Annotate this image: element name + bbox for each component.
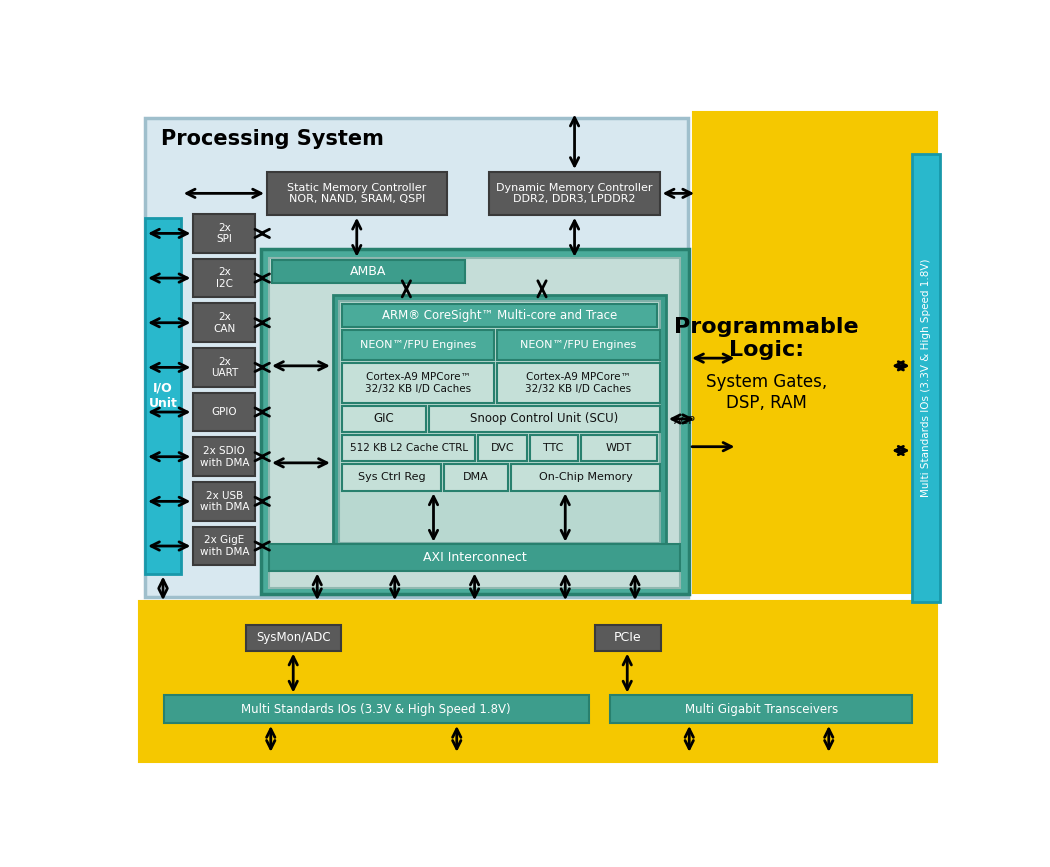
Bar [145,118,688,596]
Text: ARM® CoreSight™ Multi-core and Trace: ARM® CoreSight™ Multi-core and Trace [382,310,617,323]
Bar [261,249,689,594]
Bar [497,362,659,403]
Bar [529,435,578,461]
Bar [912,154,941,603]
Bar [246,624,340,651]
Bar [489,172,659,215]
Bar [479,435,526,461]
Bar [164,695,588,723]
Bar [428,406,659,432]
Bar [193,349,255,387]
Bar [269,544,680,570]
Bar [444,465,508,491]
Text: GPIO: GPIO [211,407,237,417]
Bar [193,214,255,252]
Text: 2x
CAN: 2x CAN [213,312,235,334]
Text: Multi Standards IOs (3.3V & High Speed 1.8V): Multi Standards IOs (3.3V & High Speed 1… [922,259,931,498]
Bar [610,695,912,723]
Bar [342,465,441,491]
Text: Programmable
Logic:: Programmable Logic: [674,317,859,361]
Text: Multi Standards IOs (3.3V & High Speed 1.8V): Multi Standards IOs (3.3V & High Speed 1… [242,703,511,716]
Bar [193,527,255,565]
Text: 2x
SPI: 2x SPI [216,223,232,244]
Text: PCIe: PCIe [613,631,642,644]
Text: GIC: GIC [374,413,395,426]
Bar [342,304,656,328]
Text: 2x
I2C: 2x I2C [215,267,233,289]
Text: AXI Interconnect: AXI Interconnect [423,551,526,564]
Bar [497,330,659,360]
Text: Multi Gigabit Transceivers: Multi Gigabit Transceivers [685,703,838,716]
Bar [342,330,494,360]
Bar [342,435,476,461]
Text: I/O
Unit: I/O Unit [149,381,177,410]
Text: Snoop Control Unit (SCU): Snoop Control Unit (SCU) [470,413,618,426]
Text: Cortex-A9 MPCore™
32/32 KB I/D Caches: Cortex-A9 MPCore™ 32/32 KB I/D Caches [365,372,471,394]
Text: NEON™/FPU Engines: NEON™/FPU Engines [360,340,476,350]
Text: Processing System: Processing System [161,128,383,148]
Bar [269,258,680,588]
Text: ACP: ACP [674,416,695,427]
Bar [342,406,425,432]
Text: TTC: TTC [544,443,564,453]
Bar [193,438,255,476]
Bar [272,259,464,283]
Bar [693,112,938,593]
Bar [145,218,181,574]
Text: Cortex-A9 MPCore™
32/32 KB I/D Caches: Cortex-A9 MPCore™ 32/32 KB I/D Caches [525,372,631,394]
Text: NEON™/FPU Engines: NEON™/FPU Engines [521,340,636,350]
Text: On-Chip Memory: On-Chip Memory [539,473,632,483]
Text: Sys Ctrl Reg: Sys Ctrl Reg [358,473,425,483]
Bar [333,295,666,548]
Bar [342,362,494,403]
Text: AMBA: AMBA [351,264,386,277]
Bar [511,465,659,491]
Text: 2x GigE
with DMA: 2x GigE with DMA [200,535,249,557]
Text: System Gates,
DSP, RAM: System Gates, DSP, RAM [706,374,827,412]
Bar [193,393,255,431]
Bar [193,482,255,520]
Bar [594,624,660,651]
Text: 2x SDIO
with DMA: 2x SDIO with DMA [200,446,249,467]
Bar [581,435,656,461]
Text: 512 KB L2 Cache CTRL: 512 KB L2 Cache CTRL [350,443,467,453]
Bar [139,601,938,762]
Bar [193,259,255,297]
Text: DVC: DVC [490,443,514,453]
Text: Static Memory Controller
NOR, NAND, SRAM, QSPI: Static Memory Controller NOR, NAND, SRAM… [287,183,426,204]
Text: DMA: DMA [463,473,489,483]
Text: SysMon/ADC: SysMon/ADC [256,631,331,644]
Text: Dynamic Memory Controller
DDR2, DDR3, LPDDR2: Dynamic Memory Controller DDR2, DDR3, LP… [497,183,653,204]
Text: 2x USB
with DMA: 2x USB with DMA [200,491,249,512]
Bar [339,301,659,543]
Bar [267,172,446,215]
Bar [193,303,255,342]
Text: WDT: WDT [606,443,632,453]
Text: 2x
UART: 2x UART [211,356,238,378]
